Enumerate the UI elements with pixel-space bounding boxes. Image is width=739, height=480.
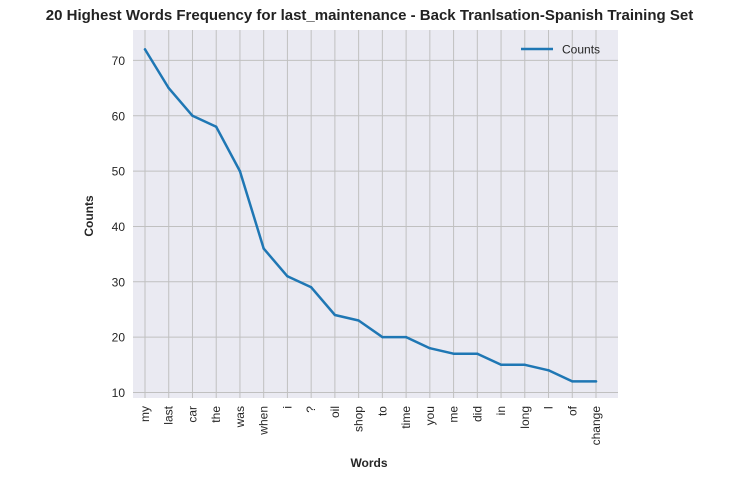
y-tick-label: 20	[112, 331, 126, 345]
x-tick-label: car	[185, 406, 199, 423]
x-tick-label: when	[257, 406, 271, 436]
x-tick-label: ?	[304, 406, 318, 413]
y-tick-label: 50	[112, 165, 126, 179]
x-tick-label: oil	[328, 406, 342, 418]
x-tick-label: me	[447, 406, 461, 423]
y-tick-labels: 10 20 30 40 50 60 70	[112, 54, 126, 400]
data-point	[238, 169, 242, 173]
data-point	[594, 380, 598, 383]
series-layer	[143, 48, 598, 383]
data-point	[547, 369, 550, 372]
data-point	[523, 363, 526, 366]
x-tick-label: last	[162, 405, 176, 424]
data-point	[143, 48, 147, 51]
data-point	[571, 380, 574, 383]
x-tick-label: to	[375, 406, 389, 416]
chart-title: 20 Highest Words Frequency for last_main…	[45, 7, 694, 24]
x-tick-label: shop	[352, 406, 366, 432]
data-point	[191, 114, 194, 117]
x-tick-label: I	[542, 406, 556, 409]
y-tick-label: 70	[112, 54, 126, 68]
series-line-counts	[143, 48, 598, 383]
data-point	[357, 319, 360, 322]
data-point	[262, 247, 265, 250]
x-tick-label: change	[589, 406, 603, 446]
legend: Counts	[521, 43, 600, 57]
legend-label-counts: Counts	[562, 43, 600, 57]
x-tick-label: long	[518, 406, 532, 429]
x-axis-label: Words	[350, 456, 387, 470]
data-point	[286, 275, 289, 278]
x-tick-label: i	[280, 406, 294, 409]
x-tick-labels: my last car the was when i? oil shop to time you me d…	[138, 405, 603, 445]
x-tick-label: was	[233, 406, 247, 428]
x-tick-label: of	[565, 405, 579, 416]
data-point	[476, 352, 479, 355]
x-tick-label: in	[494, 406, 508, 415]
x-tick-label: you	[423, 406, 437, 425]
data-point	[309, 286, 313, 289]
plot-area	[133, 30, 618, 398]
y-axis-label: Counts	[82, 195, 96, 237]
data-point	[333, 313, 337, 317]
y-tick-label: 30	[112, 275, 126, 289]
data-point	[499, 363, 503, 366]
data-point	[428, 346, 432, 350]
data-point	[452, 352, 455, 355]
data-point	[215, 125, 218, 129]
data-point	[404, 335, 408, 339]
y-tick-label: 40	[112, 220, 126, 234]
x-tick-label: the	[209, 406, 223, 423]
data-point	[167, 86, 170, 90]
y-tick-label: 60	[112, 109, 126, 123]
x-tick-label: time	[399, 406, 413, 429]
x-tick-label: did	[470, 406, 484, 422]
y-tick-label: 10	[112, 386, 126, 400]
data-point	[381, 335, 384, 339]
x-tick-label: my	[138, 406, 152, 422]
grid-lines	[133, 30, 618, 398]
